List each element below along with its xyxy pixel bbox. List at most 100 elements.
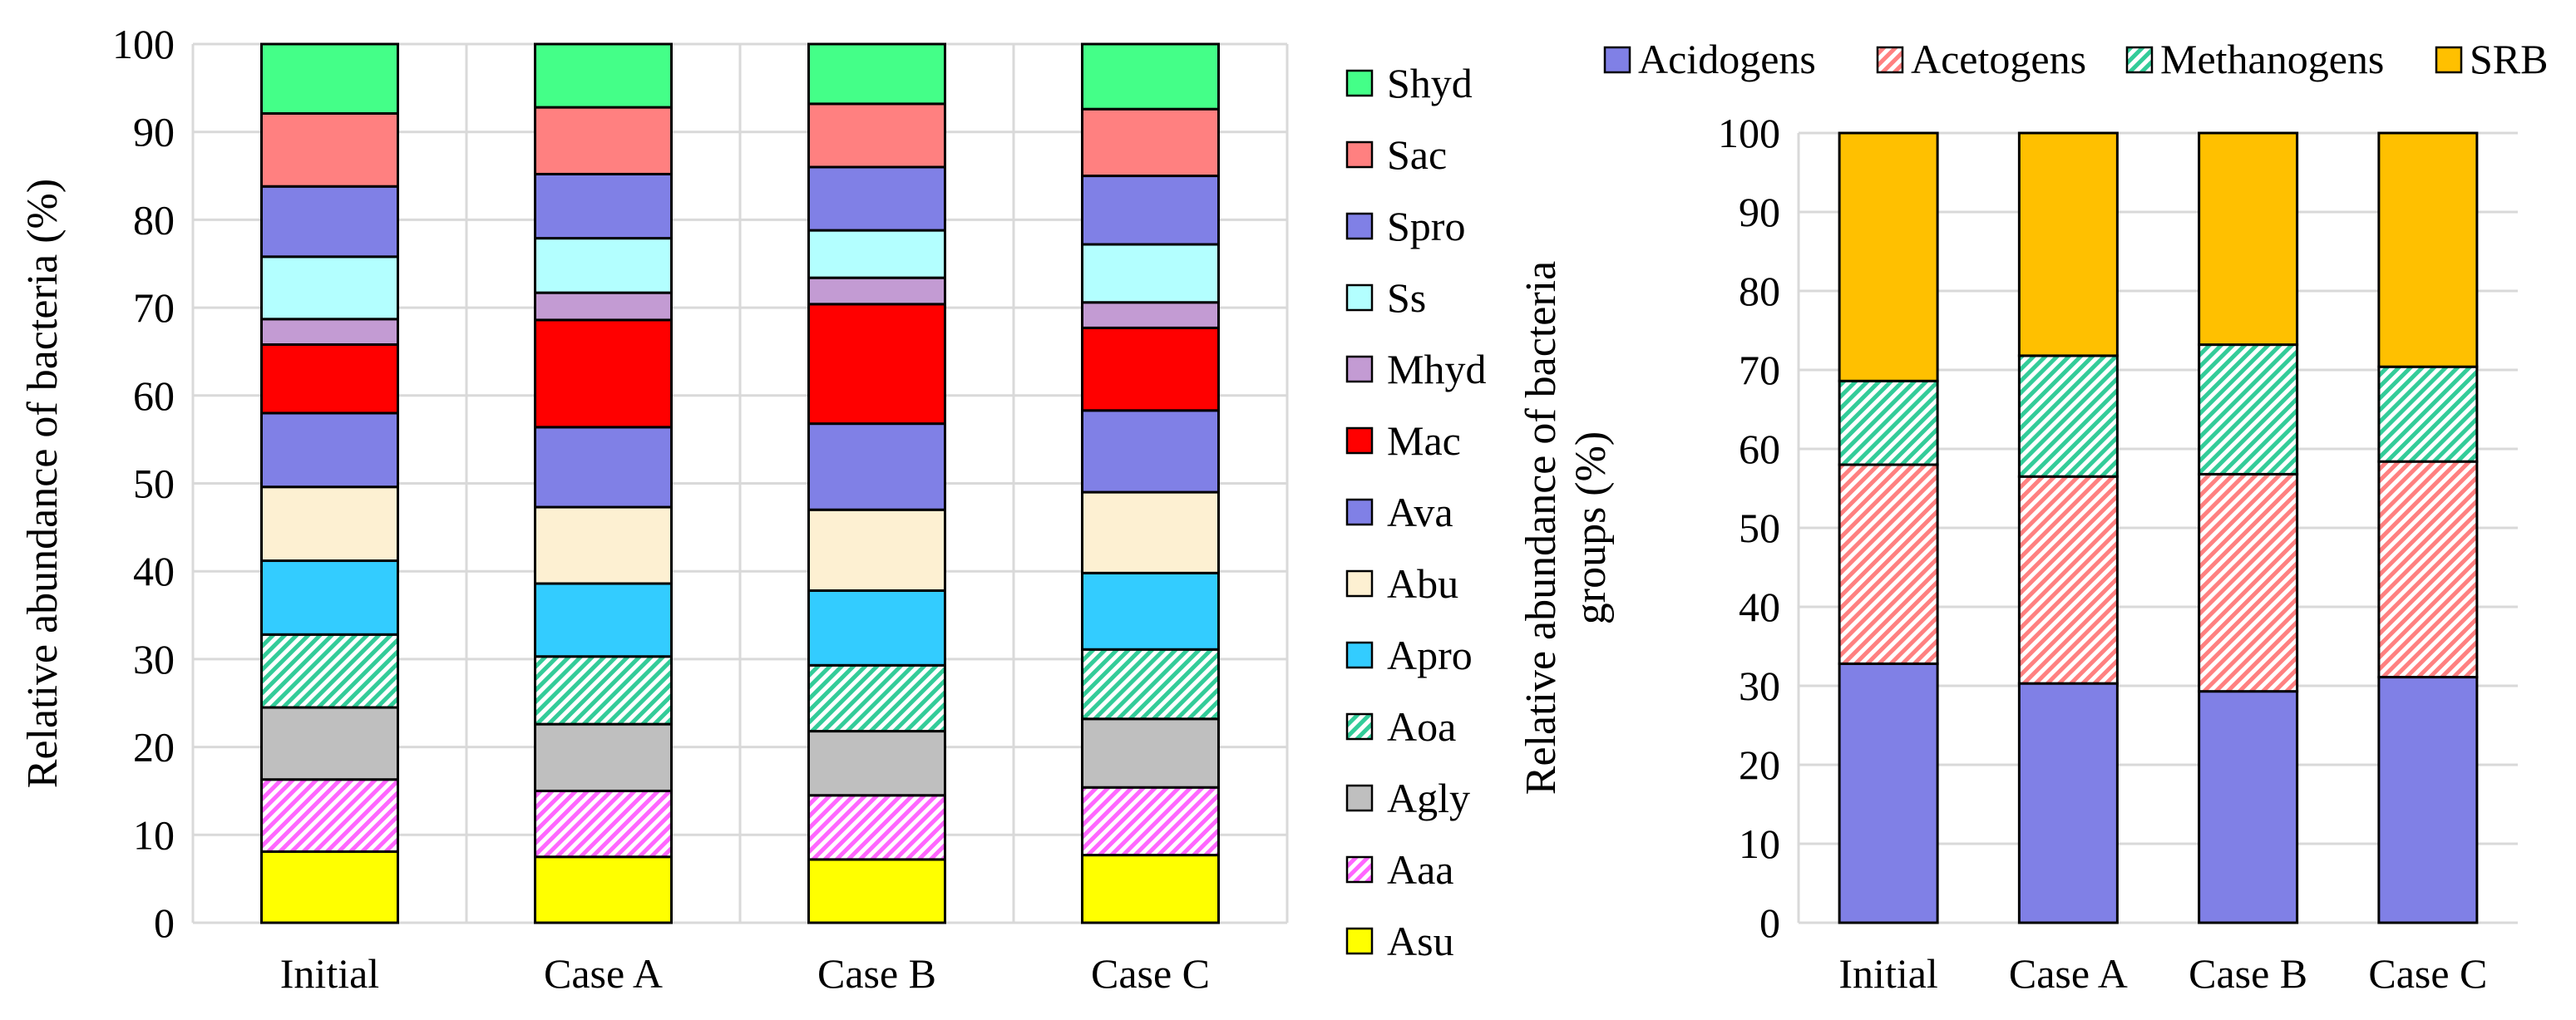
y-tick-label: 0 [1759,899,1780,946]
bar-ava-case-b [807,422,946,511]
bar-aaa-case-b [807,794,946,861]
y-tick-label: 40 [1739,584,1780,630]
bar-sac-case-a [534,106,673,175]
bar-agly-case-b [807,730,946,797]
legend-swatch-aoa [1345,712,1374,741]
bar-shyd-initial [260,42,399,116]
bar-aoa-case-b [807,663,946,733]
bar-acidogens-case-c [2377,676,2479,924]
y-tick-label: 10 [133,811,175,858]
bar-spro-case-c [1081,175,1220,246]
bar-methanogens-case-a [2017,354,2119,478]
bar-asu-case-b [807,858,946,924]
y-tick-label: 30 [133,636,175,682]
legend-label-spro: Spro [1387,203,1465,249]
legend-label-mhyd: Mhyd [1387,346,1486,392]
legend-swatch-agly [1345,784,1374,812]
legend-swatch-acidogens [1603,46,1631,74]
bar-spro-case-a [534,172,673,240]
bar-ss-case-c [1081,243,1220,304]
x-tick-label: Case B [2189,950,2307,997]
bar-aaa-initial [260,778,399,853]
x-tick-label: Case A [544,950,663,997]
legend-label-shyd: Shyd [1387,60,1473,106]
legend-swatch-aaa [1345,855,1374,884]
bar-mhyd-initial [260,318,399,346]
bar-acidogens-case-b [2198,690,2299,924]
legend-label-asu: Asu [1387,918,1454,964]
bar-acidogens-case-a [2017,682,2119,924]
bar-ss-case-a [534,237,673,294]
bar-methanogens-case-c [2377,365,2479,463]
left-chart: 0 10 20 30 40 50 60 70 80 90 100 Initial Case A Case … [19,21,1486,997]
y-tick-label: 80 [133,196,175,243]
y-tick-label: 30 [1739,663,1780,709]
bar-mac-case-c [1081,326,1220,412]
legend-label-sac: Sac [1387,131,1447,178]
bar-sac-case-c [1081,107,1220,178]
x-tick-label: Case C [2368,950,2487,997]
bar-asu-case-a [534,855,673,924]
legend-swatch-ss [1345,283,1374,312]
bar-mac-case-a [534,318,673,429]
bar-aoa-initial [260,633,399,709]
y-axis-title: Relative abundance of bacteriagroups (%) [1517,261,1615,795]
y-tick-label: 70 [133,284,175,331]
bar-aoa-case-c [1081,648,1220,721]
bar-mac-initial [260,342,399,415]
bar-ss-initial [260,255,399,321]
legend-swatch-apro [1345,641,1374,669]
legend-swatch-acetogens [1876,46,1904,74]
bar-agly-initial [260,706,399,781]
bar-ss-case-b [807,229,946,279]
bar-aaa-case-c [1081,786,1220,857]
legend-label-ava: Ava [1387,489,1453,535]
legend-swatch-abu [1345,569,1374,598]
bar-acetogens-case-a [2017,475,2119,685]
bar-abu-initial [260,485,399,563]
x-tick-label: Case B [817,950,936,997]
y-tick-label: 10 [1739,820,1780,867]
legend-label-acetogens: Acetogens [1911,36,2086,82]
y-tick-label: 50 [1739,505,1780,551]
legend-label-methanogens: Methanogens [2160,36,2384,82]
bar-srb-case-b [2198,131,2299,347]
legend-swatch-spro [1345,212,1374,240]
bar-apro-initial [260,559,399,636]
bar-abu-case-b [807,508,946,592]
bar-aaa-case-a [534,789,673,859]
y-tick-label: 0 [154,899,175,946]
bar-apro-case-c [1081,571,1220,651]
legend-label-aaa: Aaa [1387,846,1454,893]
bar-acidogens-initial [1838,662,1939,924]
legend-swatch-ava [1345,498,1374,526]
bar-mhyd-case-c [1081,301,1220,329]
bar-sac-case-b [807,102,946,169]
bar-mhyd-case-b [807,276,946,306]
bar-agly-case-a [534,722,673,792]
y-tick-label: 100 [112,21,175,67]
legend-swatch-shyd [1345,69,1374,97]
bar-abu-case-c [1081,490,1220,574]
bar-aoa-case-a [534,655,673,726]
bar-shyd-case-b [807,42,946,106]
bar-acetogens-initial [1838,463,1939,665]
y-tick-label: 70 [1739,347,1780,393]
legend-label-acidogens: Acidogens [1638,36,1816,82]
y-tick-label: 100 [1718,110,1780,156]
y-tick-label: 90 [133,109,175,155]
y-tick-label: 60 [133,372,175,419]
y-tick-label: 60 [1739,426,1780,472]
x-tick-label: Initial [280,950,379,997]
bar-shyd-case-a [534,42,673,109]
y-axis-title: Relative abundance of bacteria (%) [19,179,67,788]
bar-srb-case-c [2377,131,2479,368]
bar-acetogens-case-c [2377,460,2479,679]
legend-swatch-methanogens [2125,46,2154,74]
legend-label-agly: Agly [1387,775,1470,821]
bar-asu-case-c [1081,854,1220,924]
bar-apro-case-a [534,582,673,658]
legend-label-mac: Mac [1387,417,1461,464]
x-tick-label: Case A [2009,950,2128,997]
